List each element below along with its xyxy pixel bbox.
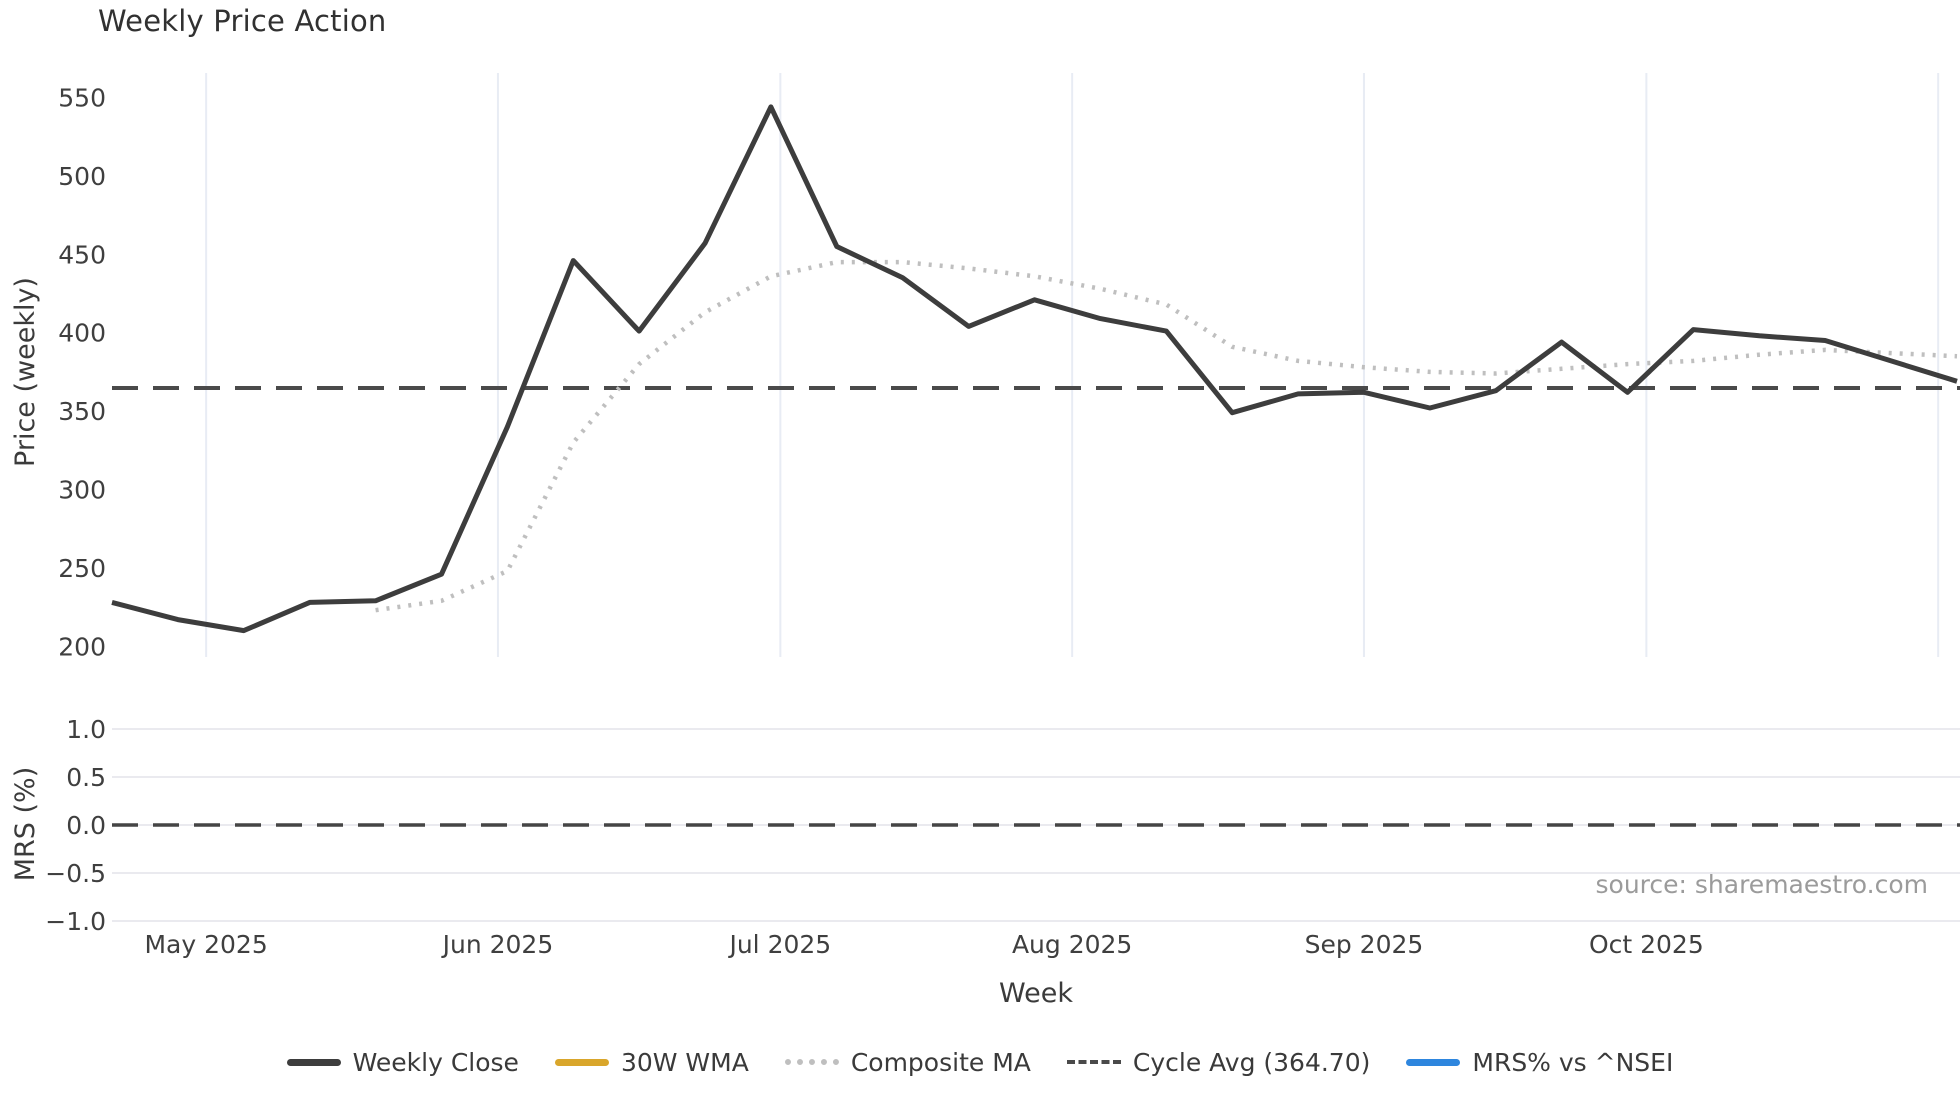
- legend-swatch-solid-icon: [286, 1058, 341, 1066]
- mrs-axis-label: MRS (%): [10, 767, 41, 882]
- price-y-tick-label: 350: [58, 397, 106, 426]
- legend-swatch-dotted-icon: [784, 1059, 839, 1065]
- chart-title: Weekly Price Action: [98, 4, 387, 38]
- legend-item: Composite MA: [784, 1047, 1031, 1077]
- composite-ma-line: [375, 259, 1958, 613]
- legend-swatch-dashed-icon: [1066, 1060, 1121, 1064]
- x-axis-label: Week: [999, 978, 1073, 1009]
- price-y-tick-label: 200: [58, 632, 106, 661]
- price-y-tick-label: 300: [58, 476, 106, 505]
- legend-label: Composite MA: [850, 1047, 1031, 1077]
- price-y-tick-label: 550: [58, 84, 106, 113]
- legend-label: Weekly Close: [352, 1047, 519, 1077]
- legend: Weekly Close 30W WMA Composite MA Cycle Avg…: [0, 1042, 1960, 1082]
- legend-item: MRS% vs ^NSEI: [1406, 1048, 1673, 1077]
- x-tick-label: Jul 2025: [727, 930, 831, 959]
- legend-item: Weekly Close: [286, 1047, 519, 1077]
- mrs-y-tick-label: 0.0: [66, 811, 106, 840]
- price-y-tick-label: 400: [58, 319, 106, 348]
- mrs-y-tick-label: 0.5: [66, 763, 106, 792]
- price-axis-label: Price (weekly): [10, 277, 41, 467]
- legend-label: 30W WMA: [620, 1047, 749, 1077]
- x-tick-label: May 2025: [144, 930, 267, 959]
- legend-swatch-solid-icon: [1406, 1058, 1461, 1066]
- legend-label: Cycle Avg (364.70): [1132, 1047, 1371, 1077]
- legend-label: MRS% vs ^NSEI: [1472, 1047, 1674, 1077]
- mrs-y-tick-label: −1.0: [45, 907, 106, 936]
- price-y-tick-label: 500: [58, 162, 106, 191]
- legend-item: Cycle Avg (364.70): [1066, 1047, 1371, 1077]
- x-tick-label: Oct 2025: [1589, 930, 1704, 959]
- price-y-tick-label: 250: [58, 554, 106, 583]
- x-tick-label: Sep 2025: [1305, 930, 1424, 959]
- x-tick-label: Aug 2025: [1012, 930, 1132, 959]
- price-y-tick-label: 450: [58, 240, 106, 269]
- mrs-y-tick-label: 1.0: [66, 715, 106, 744]
- mrs-y-tick-label: −0.5: [45, 859, 106, 888]
- legend-item: 30W WMA: [554, 1047, 749, 1077]
- main-gridlines: [205, 73, 1940, 657]
- source-note: source: sharemaestro.com: [1595, 870, 1929, 899]
- legend-swatch-solid-icon: [554, 1058, 609, 1066]
- x-tick-label: Jun 2025: [441, 930, 554, 959]
- weekly-close-line: [111, 104, 1958, 634]
